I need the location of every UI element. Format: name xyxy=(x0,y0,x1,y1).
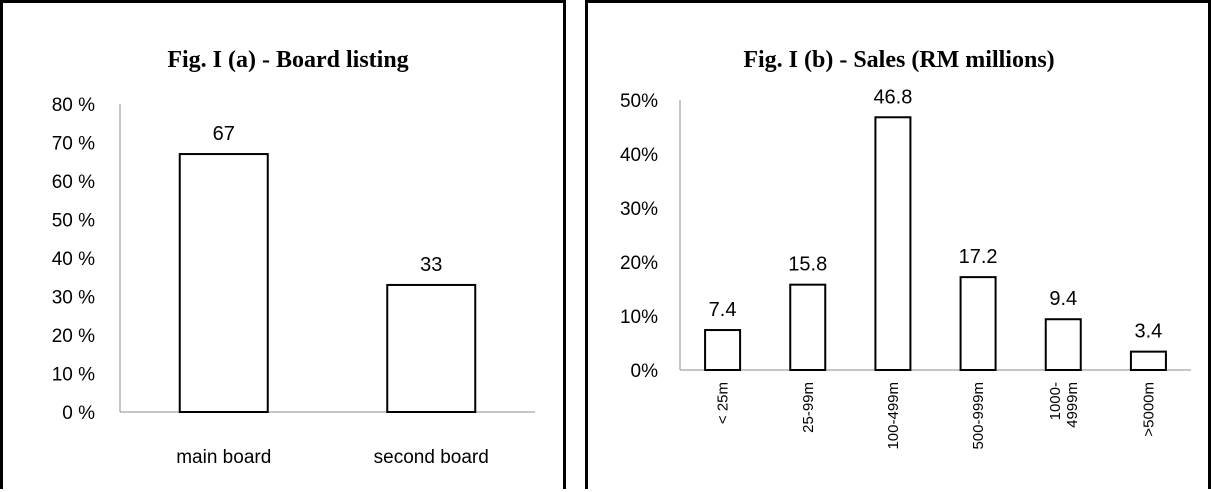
y-tick-label: 30% xyxy=(620,199,658,220)
x-category-label: 100-499m xyxy=(885,382,902,450)
data-label: 67 xyxy=(213,123,235,145)
x-category-label: main board xyxy=(176,447,271,468)
y-tick-label: 50% xyxy=(620,91,658,112)
y-tick-label: 30 % xyxy=(52,288,95,309)
y-tick-label: 80 % xyxy=(52,95,95,116)
svg-text:100-499m: 100-499m xyxy=(885,382,902,450)
data-label: 9.4 xyxy=(1049,288,1077,310)
x-category-label: < 25m xyxy=(715,382,732,424)
chart-panel-sales: Fig. I (b) - Sales (RM millions) 0% 10% 20… xyxy=(585,0,1211,489)
bar xyxy=(959,276,997,371)
chart-panel-board-listing: Fig. I (a) - Board listing 0 % 10 % 20 % 30… xyxy=(0,0,566,489)
svg-text:>5000m: >5000m xyxy=(1140,382,1157,437)
bar xyxy=(1129,350,1167,372)
y-tick-label: 40% xyxy=(620,145,658,166)
x-category-label: second board xyxy=(374,447,489,468)
x-category-label: >5000m xyxy=(1140,382,1157,437)
bar xyxy=(789,283,827,371)
x-category-label: 1000- 4999m xyxy=(1047,382,1081,428)
x-category-label: 500-999m xyxy=(970,382,987,450)
y-tick-label: 20 % xyxy=(52,326,95,347)
board-listing-chart: Fig. I (a) - Board listing 0 % 10 % 20 % 30… xyxy=(52,47,535,468)
data-label: 15.8 xyxy=(788,254,827,276)
data-label: 3.4 xyxy=(1135,321,1163,343)
data-label: 17.2 xyxy=(959,246,998,268)
chart-title: Fig. I (b) - Sales (RM millions) xyxy=(743,47,1054,73)
y-tick-label: 50 % xyxy=(52,211,95,232)
bar xyxy=(1044,318,1082,371)
y-tick-label: 10 % xyxy=(52,365,95,386)
y-tick-label: 40 % xyxy=(52,249,95,270)
data-label: 46.8 xyxy=(873,86,912,108)
svg-text:500-999m: 500-999m xyxy=(970,382,987,450)
chart-title: Fig. I (a) - Board listing xyxy=(167,47,408,73)
y-tick-label: 20% xyxy=(620,253,658,274)
bar xyxy=(704,329,742,372)
y-tick-label: 70 % xyxy=(52,134,95,155)
data-label: 33 xyxy=(420,254,442,276)
y-tick-label: 10% xyxy=(620,307,658,328)
svg-text:< 25m: < 25m xyxy=(715,382,732,424)
y-tick-label: 0% xyxy=(631,361,659,382)
bar xyxy=(178,153,269,414)
svg-text:4999m: 4999m xyxy=(1064,382,1081,428)
bar xyxy=(874,116,912,371)
x-category-label: 25-99m xyxy=(800,382,817,433)
y-tick-label: 60 % xyxy=(52,172,95,193)
data-label: 7.4 xyxy=(709,299,737,321)
svg-text:25-99m: 25-99m xyxy=(800,382,817,433)
sales-chart: Fig. I (b) - Sales (RM millions) 0% 10% 20… xyxy=(620,47,1191,450)
svg-text:1000-: 1000- xyxy=(1047,382,1064,420)
y-tick-label: 0 % xyxy=(62,403,95,424)
bar xyxy=(386,283,477,414)
